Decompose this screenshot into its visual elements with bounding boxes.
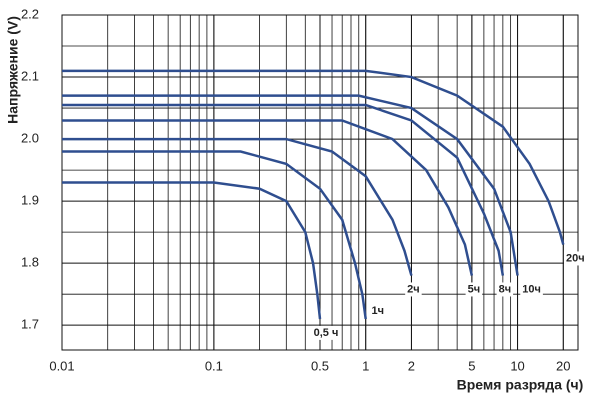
x-tick-label: 1	[362, 358, 369, 373]
series-label: 10ч	[522, 283, 541, 295]
y-tick-label: 2.1	[21, 68, 39, 83]
y-tick-label: 1.9	[21, 193, 39, 208]
y-tick-label: 1.8	[21, 255, 39, 270]
label-bg	[496, 282, 514, 297]
line-series	[62, 94, 519, 276]
line-series	[62, 150, 367, 320]
y-tick-label: 1.7	[21, 317, 39, 332]
line-series	[62, 103, 505, 276]
label-bg	[563, 251, 587, 266]
x-axis-title: Время разряда (ч)	[457, 377, 584, 393]
label-bg	[369, 303, 386, 318]
y-tick-label: 2.0	[21, 131, 39, 146]
x-tick-label: 0.5	[311, 358, 329, 373]
label-bg	[405, 282, 422, 297]
line-series	[62, 119, 474, 276]
x-tick-label: 10	[510, 358, 524, 373]
series-label: 5ч	[468, 283, 481, 295]
line-series	[62, 137, 413, 276]
y-tick-label: 2.2	[21, 6, 39, 21]
y-axis-title: Напряжение (V)	[5, 16, 21, 124]
label-bg	[520, 282, 543, 297]
series-label: 1ч	[371, 305, 384, 317]
series-label: 2ч	[407, 283, 420, 295]
label-bg	[465, 282, 483, 297]
x-tick-label: 0.01	[49, 358, 74, 373]
label-bg	[311, 325, 341, 340]
x-tick-label: 0.1	[205, 358, 223, 373]
x-tick-label: 2	[408, 358, 415, 373]
series-label: 20ч	[566, 252, 585, 264]
x-tick-label: 20	[556, 358, 570, 373]
line-series	[62, 69, 565, 245]
series-label: 8ч	[499, 283, 512, 295]
line-series	[62, 181, 322, 320]
x-tick-label: 5	[468, 358, 475, 373]
series-label: 0,5 ч	[314, 327, 339, 339]
